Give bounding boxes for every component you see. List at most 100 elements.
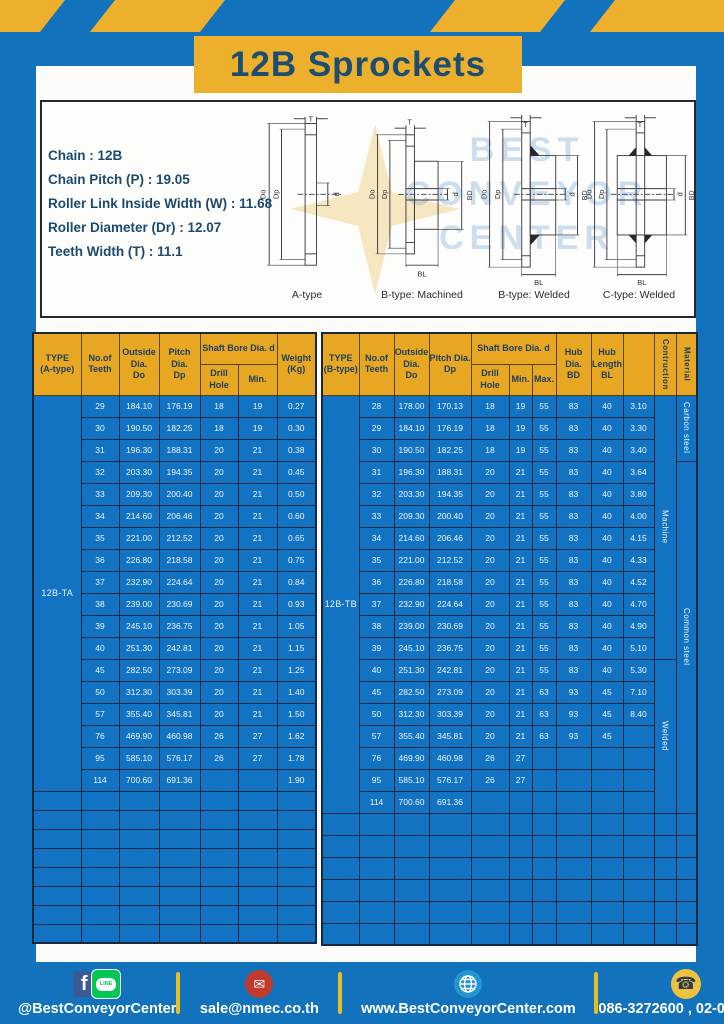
table-cell: 26 <box>199 724 239 748</box>
table-cell <box>118 847 160 868</box>
table-cell: 83 <box>555 548 592 572</box>
table-cell <box>321 812 360 836</box>
table-cell: 184.10 <box>393 416 430 440</box>
table-cell: 20 <box>470 614 510 638</box>
table-cell: 18 <box>470 416 510 440</box>
table-row: 57 355.40 345.81 20 21 1.50 <box>33 702 317 726</box>
table-cell: 196.30 <box>118 438 160 462</box>
col-header-weight <box>622 332 655 396</box>
table-cell <box>237 768 278 792</box>
table-cell <box>531 812 557 836</box>
table-cell <box>358 900 395 924</box>
table-cell: 21 <box>508 614 533 638</box>
table-cell: 83 <box>555 636 592 660</box>
table-row: 30 190.50 182.25 18 19 0.30 <box>33 416 317 440</box>
table-cell: 20 <box>199 592 239 616</box>
table-cell: 36 <box>358 570 395 594</box>
table-cell: 691.36 <box>428 790 472 814</box>
diagram-c-type-welded: T Do Dp d BD BL C-type: Weld <box>584 114 694 301</box>
col-header-type: TYPE (A-type) <box>32 332 82 396</box>
table-cell: 20 <box>470 658 510 682</box>
table-cell: 7.10 <box>622 680 655 704</box>
watermark-star-icon <box>290 124 460 294</box>
table-cell <box>653 834 677 858</box>
table-cell: 20 <box>470 526 510 550</box>
table-cell: 242.81 <box>428 658 472 682</box>
table-cell <box>470 856 510 880</box>
table-cell: 55 <box>531 394 557 418</box>
table-cell <box>393 856 430 880</box>
table-cell <box>118 866 160 887</box>
table-cell: 20 <box>199 614 239 638</box>
table-cell <box>158 847 201 868</box>
svg-text:T: T <box>407 117 412 126</box>
phone-numbers[interactable]: 086-3272600 , 02-0017766 <box>598 1001 724 1017</box>
table-cell: 55 <box>531 526 557 550</box>
table-cell <box>428 900 472 924</box>
diagram-caption: A-type <box>291 289 323 301</box>
col-header-weight: Weight (Kg) <box>276 332 317 396</box>
table-cell: 355.40 <box>118 702 160 726</box>
table-cell: 40 <box>590 460 624 484</box>
table-cell: 114 <box>80 768 120 792</box>
col-header-max: Max. <box>531 363 557 396</box>
table-cell: 40 <box>590 394 624 418</box>
svg-text:Do: Do <box>585 190 594 200</box>
table-cell <box>531 746 557 770</box>
social-handle[interactable]: @BestConveyorCenter <box>18 1001 177 1017</box>
table-cell: 28 <box>358 394 395 418</box>
col-header-type: TYPE (B-type) <box>321 332 360 396</box>
mail-icon[interactable]: ✉ <box>245 970 274 998</box>
table-cell: 5.30 <box>622 658 655 682</box>
diagram-panel: BEST CONVEYOR CENTER Chain : 12B Chain P… <box>40 100 696 318</box>
table-cell <box>80 828 120 849</box>
table-cell: 0.45 <box>276 460 317 484</box>
table-cell: 20 <box>470 702 510 726</box>
table-cell <box>590 878 624 902</box>
table-cell <box>118 904 160 925</box>
table-cell: 40 <box>590 614 624 638</box>
table-cell: 0.93 <box>276 592 317 616</box>
globe-icon[interactable] <box>454 970 483 998</box>
line-app-icon[interactable]: LINE <box>91 969 122 999</box>
table-cell: 20 <box>470 504 510 528</box>
table-cell: 184.10 <box>118 394 160 418</box>
table-cell <box>531 834 557 858</box>
table-cell: 194.35 <box>428 482 472 506</box>
col-header-material: Material <box>675 332 698 396</box>
email-address[interactable]: sale@nmec.co.th <box>199 1001 319 1017</box>
table-cell: 226.80 <box>118 548 160 572</box>
facebook-icon[interactable]: f <box>73 971 96 997</box>
diagram-a-type: T Do Dp d A-type <box>252 114 362 301</box>
table-cell: 18 <box>199 416 239 440</box>
empty-table-row <box>321 812 698 836</box>
table-row: 29 184.10 176.19 18 19 55 83 40 3.30 <box>322 416 697 440</box>
table-row: 35 221.00 212.52 20 21 0.65 <box>33 526 317 550</box>
table-cell: 203.30 <box>118 460 160 484</box>
svg-text:d: d <box>675 192 684 196</box>
phone-icon[interactable]: ☎ <box>670 969 701 999</box>
table-cell <box>653 878 677 902</box>
website-url[interactable]: www.BestConveyorCenter.com <box>361 1001 576 1017</box>
table-cell: 221.00 <box>118 526 160 550</box>
table-row: 95 585.10 576.17 26 27 <box>322 768 697 792</box>
table-cell: 21 <box>508 702 533 726</box>
table-cell: 1.90 <box>276 768 317 792</box>
table-cell: 0.30 <box>276 416 317 440</box>
table-cell <box>675 922 698 946</box>
table-cell: 20 <box>199 526 239 550</box>
table-cell <box>199 809 239 830</box>
table-cell <box>555 900 592 924</box>
empty-table-row <box>32 923 317 944</box>
table-cell: 3.30 <box>622 416 655 440</box>
col-header-drill-hole: Drill Hole <box>199 363 239 396</box>
table-cell: 4.33 <box>622 548 655 572</box>
spec-chain: Chain : 12B <box>48 148 123 163</box>
table-row: 76 469.90 460.98 26 27 1.62 <box>33 724 317 748</box>
table-cell: 239.00 <box>118 592 160 616</box>
col-header-pitch-dia: Pitch Dia. Dp <box>158 332 201 396</box>
table-cell: 35 <box>358 548 395 572</box>
table-row: 33 209.30 200.40 20 21 55 83 40 4.00 <box>322 504 697 528</box>
table-cell <box>428 856 472 880</box>
table-cell <box>237 847 278 868</box>
